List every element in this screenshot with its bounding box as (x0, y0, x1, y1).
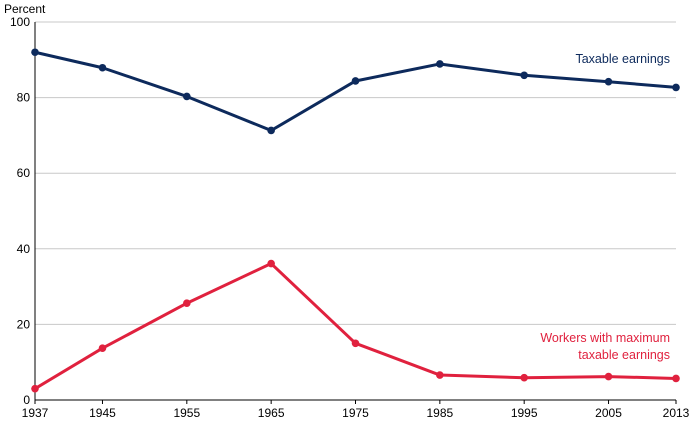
x-tick-labels: 1937 1945 1955 1965 1975 1985 1995 2005 2013 (22, 406, 690, 420)
x-tick-label: 1945 (89, 406, 116, 420)
series-label: Workers with maximum (540, 331, 670, 345)
data-point (98, 63, 107, 72)
x-tick-label: 1955 (173, 406, 200, 420)
data-point (351, 77, 360, 85)
data-point (31, 48, 39, 57)
series-label: taxable earnings (578, 348, 670, 362)
data-point (604, 77, 613, 86)
axes (34, 22, 677, 404)
y-tick-label: 0 (23, 393, 30, 407)
x-tick-label: 1965 (258, 406, 285, 420)
data-point (183, 299, 191, 308)
x-tick-label: 1937 (22, 406, 49, 420)
data-point (436, 371, 444, 379)
y-tick-label: 100 (10, 15, 30, 29)
data-point (351, 339, 360, 348)
x-tick-label: 2005 (595, 406, 622, 420)
x-tick-label: 1985 (426, 406, 453, 420)
data-point (604, 372, 613, 381)
x-tick-label: 1995 (511, 406, 538, 420)
series-labels: Taxable earnings Workers with maximum taxa… (540, 52, 670, 362)
series-line-1 (33, 262, 678, 391)
data-point (267, 126, 275, 135)
y-tick-labels: 0 20 40 60 80 100 (10, 15, 30, 407)
data-point (520, 71, 528, 80)
data-point (520, 373, 528, 382)
data-point (183, 92, 191, 101)
data-point (98, 344, 107, 353)
series-label: Taxable earnings (575, 52, 670, 66)
x-tick-label: 1975 (342, 406, 369, 420)
y-tick-label: 20 (17, 317, 31, 331)
gridlines (35, 21, 676, 325)
y-tick-label: 80 (17, 91, 31, 105)
data-point (436, 60, 444, 68)
x-tick-label: 2013 (663, 406, 690, 420)
series-group (31, 48, 680, 393)
y-axis-label: Percent (4, 2, 46, 16)
data-point (267, 259, 275, 268)
y-tick-label: 40 (17, 242, 31, 256)
data-point (672, 83, 680, 92)
data-point (672, 374, 680, 383)
data-point (31, 384, 39, 393)
y-tick-label: 60 (17, 166, 31, 180)
